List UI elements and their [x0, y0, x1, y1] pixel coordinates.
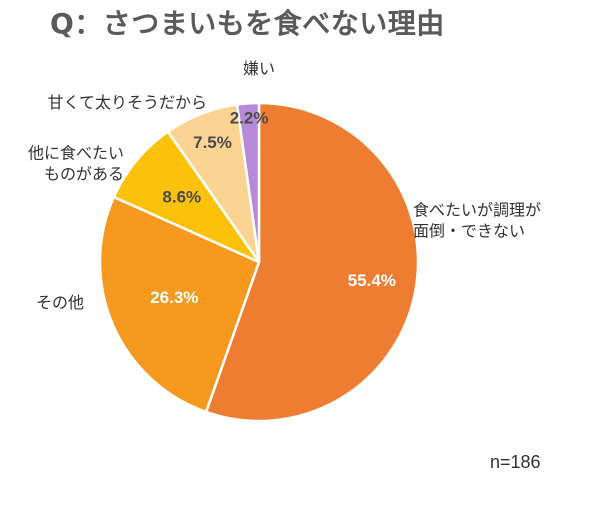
pie-category-label: 甘くて太りそうだから: [47, 94, 207, 112]
pie-slice: [98, 195, 261, 414]
pie-slices: [98, 101, 420, 423]
pie-category-label: その他: [36, 294, 84, 312]
chart-title: Q：さつまいもを食べない理由: [50, 7, 445, 40]
pie-slice: [235, 101, 261, 264]
pie-value-label: 55.4%: [348, 271, 396, 290]
pie-value-labels: 55.4% 26.3% 8.6% 7.5% 2.2%: [150, 109, 396, 307]
pie-value-label: 26.3%: [150, 288, 198, 307]
pie-slice: [112, 130, 261, 264]
pie-value-label: 8.6%: [162, 188, 201, 207]
pie-category-label: 他に食べたいものがある: [28, 145, 124, 184]
sample-size-note: n=186: [490, 452, 541, 472]
pie-value-label: 2.2%: [230, 109, 269, 128]
pie-category-label: 食べたいが調理が面倒・できない: [413, 202, 541, 241]
pie-value-label: 7.5%: [193, 133, 232, 152]
pie-category-label: 嫌い: [243, 60, 275, 78]
